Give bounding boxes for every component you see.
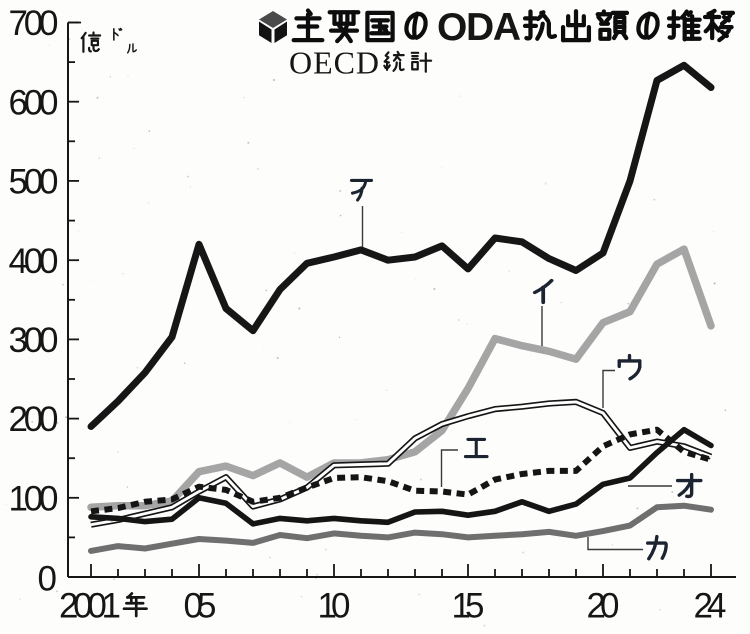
svg-text:OECD: OECD bbox=[289, 45, 379, 81]
svg-text:05: 05 bbox=[184, 587, 217, 626]
svg-text:100: 100 bbox=[9, 479, 59, 518]
svg-text:0: 0 bbox=[38, 560, 57, 599]
svg-text:2001: 2001 bbox=[59, 587, 121, 626]
svg-text:700: 700 bbox=[9, 4, 59, 43]
svg-text:10: 10 bbox=[318, 587, 351, 626]
svg-text:200: 200 bbox=[9, 400, 59, 439]
svg-text:500: 500 bbox=[9, 163, 59, 202]
svg-text:20: 20 bbox=[587, 587, 620, 626]
svg-text:300: 300 bbox=[9, 321, 59, 360]
svg-text:400: 400 bbox=[9, 242, 59, 281]
svg-text:15: 15 bbox=[452, 587, 485, 626]
svg-text:ODA: ODA bbox=[437, 6, 521, 49]
svg-text:24: 24 bbox=[694, 587, 727, 626]
svg-text:600: 600 bbox=[9, 83, 59, 122]
